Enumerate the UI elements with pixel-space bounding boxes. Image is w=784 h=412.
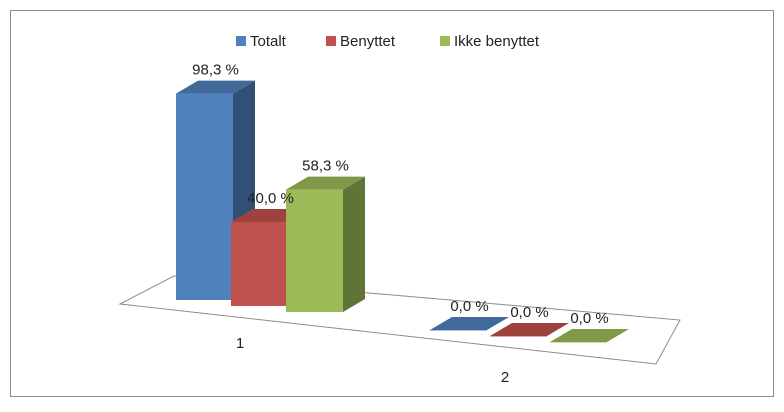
legend-swatch-ikke-benyttet: [440, 36, 450, 46]
bar-benyttet-2-top: [490, 323, 569, 336]
legend-label-benyttet: Benyttet: [340, 33, 396, 50]
data-label-ikke-benyttet-2: 0,0 %: [570, 310, 608, 327]
data-label-benyttet-1: 40,0 %: [247, 190, 294, 207]
bar-totalt-1-top: [176, 80, 255, 94]
category-label-2: 2: [501, 369, 509, 386]
data-label-totalt-2: 0,0 %: [450, 298, 488, 315]
category-label-1: 1: [236, 335, 244, 352]
bar-ikke-benyttet-2-top: [550, 329, 629, 342]
bar-totalt-2: [430, 330, 487, 331]
data-label-ikke-benyttet-1: 58,3 %: [302, 158, 349, 175]
labels-layer: 98,3 % 40,0 % 58,3 % 1 0,0 % 0,0 % 0,0 % 2: [192, 62, 609, 386]
bar-ikke-benyttet-1-top: [286, 176, 365, 190]
bar-benyttet-1: [231, 222, 288, 306]
bar-benyttet-2: [490, 336, 547, 337]
bar-ikke-benyttet-2: [550, 342, 607, 343]
data-label-totalt-1: 98,3 %: [192, 62, 239, 79]
legend-label-totalt: Totalt: [250, 33, 287, 50]
legend-swatch-benyttet: [326, 36, 336, 46]
data-label-benyttet-2: 0,0 %: [510, 304, 548, 321]
legend-swatch-totalt: [236, 36, 246, 46]
legend: Totalt Benyttet Ikke benyttet: [236, 33, 540, 50]
bar-ikke-benyttet-1-side: [343, 176, 365, 312]
bars-layer: [176, 80, 629, 343]
bar-totalt-2-top: [430, 317, 509, 330]
bar-ikke-benyttet-1: [286, 189, 343, 312]
legend-label-ikke-benyttet: Ikke benyttet: [454, 33, 540, 50]
bar-totalt-1: [176, 93, 233, 300]
